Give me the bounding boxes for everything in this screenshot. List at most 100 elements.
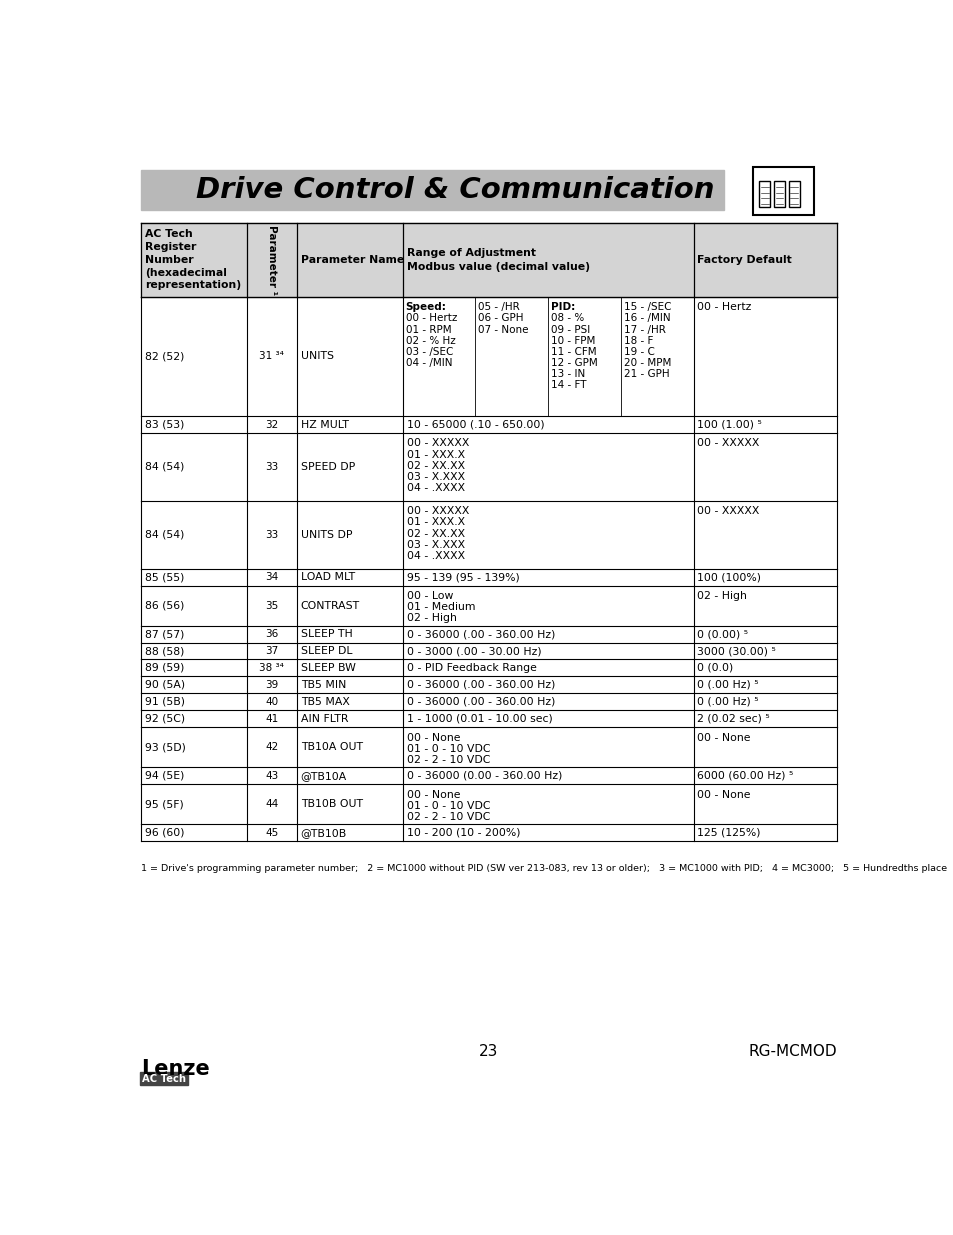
Text: 86 (56): 86 (56) <box>145 600 184 610</box>
Text: 12 - GPM: 12 - GPM <box>551 358 598 368</box>
Text: 01 - XXX.X: 01 - XXX.X <box>406 450 464 459</box>
Text: Parameter ¹: Parameter ¹ <box>267 225 276 295</box>
Text: TB5 MIN: TB5 MIN <box>300 680 346 690</box>
Text: 0 - 36000 (0.00 - 360.00 Hz): 0 - 36000 (0.00 - 360.00 Hz) <box>406 771 561 781</box>
Text: 23: 23 <box>478 1044 498 1058</box>
Text: Factory Default: Factory Default <box>697 254 791 264</box>
Text: 13 - IN: 13 - IN <box>551 369 585 379</box>
Bar <box>141 169 723 210</box>
Text: 02 - 2 - 10 VDC: 02 - 2 - 10 VDC <box>406 755 489 764</box>
Text: RG-MCMOD: RG-MCMOD <box>747 1044 836 1058</box>
Text: UNITS: UNITS <box>300 352 334 362</box>
Text: 09 - PSI: 09 - PSI <box>551 325 590 335</box>
Text: 89 (59): 89 (59) <box>145 663 184 673</box>
Text: 40: 40 <box>265 697 278 706</box>
Text: 31 ³⁴: 31 ³⁴ <box>259 352 284 362</box>
Text: 02 - High: 02 - High <box>697 592 746 601</box>
Text: 95 - 139 (95 - 139%): 95 - 139 (95 - 139%) <box>406 572 518 582</box>
Text: 07 - None: 07 - None <box>478 325 528 335</box>
Text: 0 (.00 Hz) ⁵: 0 (.00 Hz) ⁵ <box>697 680 759 690</box>
Text: 02 - % Hz: 02 - % Hz <box>405 336 455 346</box>
Text: 06 - GPH: 06 - GPH <box>478 314 523 324</box>
Text: 00 - None: 00 - None <box>697 732 750 742</box>
Text: 1 = Drive's programming parameter number;   2 = MC1000 without PID (SW ver 213-0: 1 = Drive's programming parameter number… <box>141 864 946 873</box>
Text: 91 (5B): 91 (5B) <box>145 697 185 706</box>
Text: 00 - None: 00 - None <box>697 789 750 799</box>
Text: 00 - XXXXX: 00 - XXXXX <box>406 438 468 448</box>
Text: 42: 42 <box>265 742 278 752</box>
Text: 03 - /SEC: 03 - /SEC <box>405 347 453 357</box>
Text: 10 - FPM: 10 - FPM <box>551 336 595 346</box>
Text: 21 - GPH: 21 - GPH <box>623 369 669 379</box>
Text: 32: 32 <box>265 420 278 430</box>
Text: 0 - 36000 (.00 - 360.00 Hz): 0 - 36000 (.00 - 360.00 Hz) <box>406 629 555 638</box>
Text: SPEED DP: SPEED DP <box>300 462 355 472</box>
Text: 1 - 1000 (0.01 - 10.00 sec): 1 - 1000 (0.01 - 10.00 sec) <box>406 714 552 724</box>
Text: 02 - High: 02 - High <box>406 614 456 624</box>
Text: 00 - None: 00 - None <box>406 732 459 742</box>
Text: 6000 (60.00 Hz) ⁵: 6000 (60.00 Hz) ⁵ <box>697 771 793 781</box>
Text: 0 - 3000 (.00 - 30.00 Hz): 0 - 3000 (.00 - 30.00 Hz) <box>406 646 540 656</box>
Text: Range of Adjustment
Modbus value (decimal value): Range of Adjustment Modbus value (decima… <box>406 248 589 272</box>
Text: 96 (60): 96 (60) <box>145 827 184 837</box>
Text: 20 - MPM: 20 - MPM <box>623 358 671 368</box>
Text: 19 - C: 19 - C <box>623 347 654 357</box>
Bar <box>753 168 813 215</box>
Text: Parameter Name: Parameter Name <box>300 254 403 264</box>
Text: 17 - /HR: 17 - /HR <box>623 325 665 335</box>
Text: 39: 39 <box>265 680 278 690</box>
Text: 37: 37 <box>265 646 278 656</box>
Text: 00 - Low: 00 - Low <box>406 592 453 601</box>
Text: 88 (58): 88 (58) <box>145 646 184 656</box>
Text: 00 - XXXXX: 00 - XXXXX <box>697 438 759 448</box>
Text: 0 - 36000 (.00 - 360.00 Hz): 0 - 36000 (.00 - 360.00 Hz) <box>406 680 555 690</box>
Text: 84 (54): 84 (54) <box>145 530 184 540</box>
Text: 85 (55): 85 (55) <box>145 572 184 582</box>
Text: 00 - Hertz: 00 - Hertz <box>405 314 456 324</box>
Text: 08 - %: 08 - % <box>551 314 584 324</box>
Text: 05 - /HR: 05 - /HR <box>478 303 519 312</box>
Text: @TB10A: @TB10A <box>300 771 347 781</box>
Bar <box>140 1072 188 1086</box>
Text: 04 - .XXXX: 04 - .XXXX <box>406 551 464 561</box>
Text: 18 - F: 18 - F <box>623 336 653 346</box>
Text: AC Tech
Register
Number
(hexadecimal
representation): AC Tech Register Number (hexadecimal rep… <box>145 230 241 290</box>
Text: PID:: PID: <box>551 303 575 312</box>
Text: CONTRAST: CONTRAST <box>300 600 359 610</box>
Text: SLEEP BW: SLEEP BW <box>300 663 355 673</box>
Text: 0 - 36000 (.00 - 360.00 Hz): 0 - 36000 (.00 - 360.00 Hz) <box>406 697 555 706</box>
Text: LOAD MLT: LOAD MLT <box>300 572 355 582</box>
Text: 02 - XX.XX: 02 - XX.XX <box>406 461 464 471</box>
Text: 02 - 2 - 10 VDC: 02 - 2 - 10 VDC <box>406 811 489 823</box>
Text: TB10A OUT: TB10A OUT <box>300 742 362 752</box>
Text: 3000 (30.00) ⁵: 3000 (30.00) ⁵ <box>697 646 776 656</box>
Text: Lenze: Lenze <box>141 1060 210 1079</box>
Text: 34: 34 <box>265 572 278 582</box>
Text: 02 - XX.XX: 02 - XX.XX <box>406 529 464 538</box>
Text: 95 (5F): 95 (5F) <box>145 799 183 809</box>
Text: AC Tech: AC Tech <box>142 1073 186 1084</box>
Text: SLEEP DL: SLEEP DL <box>300 646 352 656</box>
Text: 90 (5A): 90 (5A) <box>145 680 185 690</box>
Text: 38 ³⁴: 38 ³⁴ <box>259 663 284 673</box>
Text: 00 - XXXXX: 00 - XXXXX <box>697 506 759 516</box>
Text: 35: 35 <box>265 600 278 610</box>
Text: 04 - /MIN: 04 - /MIN <box>405 358 452 368</box>
Text: Drive Control & Communication: Drive Control & Communication <box>196 175 714 204</box>
Text: HZ MULT: HZ MULT <box>300 420 348 430</box>
Bar <box>788 180 799 207</box>
Text: 125 (125%): 125 (125%) <box>697 827 760 837</box>
Text: 82 (52): 82 (52) <box>145 352 184 362</box>
Text: 93 (5D): 93 (5D) <box>145 742 186 752</box>
Text: 15 - /SEC: 15 - /SEC <box>623 303 671 312</box>
Text: 01 - 0 - 10 VDC: 01 - 0 - 10 VDC <box>406 800 490 810</box>
Text: 41: 41 <box>265 714 278 724</box>
Text: 11 - CFM: 11 - CFM <box>551 347 597 357</box>
Text: UNITS DP: UNITS DP <box>300 530 352 540</box>
Text: 03 - X.XXX: 03 - X.XXX <box>406 472 464 482</box>
Text: TB10B OUT: TB10B OUT <box>300 799 362 809</box>
Text: 92 (5C): 92 (5C) <box>145 714 185 724</box>
Text: 10 - 65000 (.10 - 650.00): 10 - 65000 (.10 - 650.00) <box>406 420 543 430</box>
Text: 33: 33 <box>265 462 278 472</box>
Text: 43: 43 <box>265 771 278 781</box>
